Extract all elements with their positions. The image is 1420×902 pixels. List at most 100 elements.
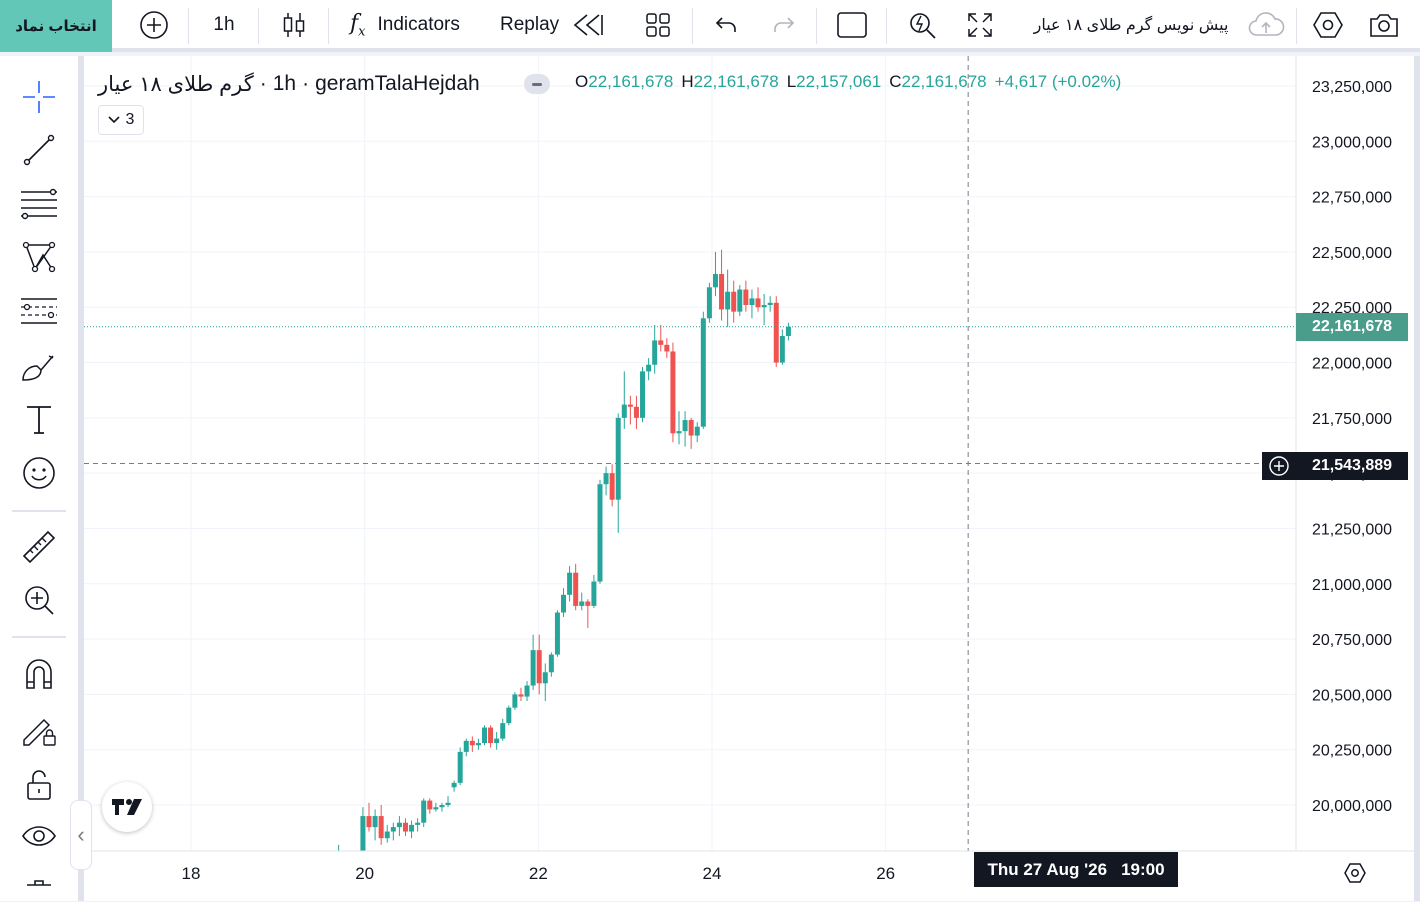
pattern-tool[interactable] xyxy=(16,234,62,280)
tradingview-logo[interactable] xyxy=(102,782,152,832)
interval-button[interactable]: 1h xyxy=(213,14,235,35)
brush-tool[interactable] xyxy=(16,343,62,389)
candle-body xyxy=(451,782,457,788)
candle-body xyxy=(561,594,567,613)
crosshair-time: 19:00 xyxy=(1121,859,1165,879)
candle-body xyxy=(366,816,372,828)
eye-icon xyxy=(22,826,56,846)
candle-body xyxy=(767,302,773,306)
symbol-search-button[interactable]: انتخاب نماد xyxy=(0,0,112,52)
legend-dot: · xyxy=(259,72,267,95)
candle-body xyxy=(700,318,706,427)
top-toolbar: انتخاب نماد 1h fx Indicators Replay پیش … xyxy=(0,0,1420,52)
measure-tool[interactable] xyxy=(16,524,62,570)
candle-body xyxy=(719,274,725,310)
candle-body xyxy=(384,831,390,839)
candle-body xyxy=(609,473,615,500)
toolbar-divider xyxy=(78,56,84,901)
crosshair-tool[interactable] xyxy=(16,74,62,120)
price-tick-label: 21,000,000 xyxy=(1312,577,1392,594)
candle-body xyxy=(694,426,700,436)
candle-body xyxy=(530,650,536,686)
trend-line-icon xyxy=(23,134,55,166)
minus-icon xyxy=(532,82,542,86)
collapse-toolbar-button[interactable]: ‹ xyxy=(70,800,92,870)
text-tool[interactable] xyxy=(16,396,62,442)
emoji-icon xyxy=(23,457,55,489)
candle-body xyxy=(488,727,494,744)
replay-button[interactable]: Replay xyxy=(500,0,618,50)
chart-layout-name[interactable]: پیش نویس گرم طلای ۱۸ عیار xyxy=(1033,17,1229,34)
time-axis xyxy=(84,851,1414,901)
remove-drawings-tool[interactable] xyxy=(16,880,62,902)
candle-body xyxy=(481,727,487,744)
legend-symbol-code: geramTalaHejdah xyxy=(315,72,480,95)
candle-body xyxy=(469,740,475,746)
price-tick-label: 20,250,000 xyxy=(1312,743,1392,760)
crosshair-price-label: 21,543,889 xyxy=(1296,452,1408,480)
price-chart[interactable]: 23,250,000 23,000,000 22,750,000 22,500,000… xyxy=(84,56,1414,901)
compare-symbol-button[interactable] xyxy=(134,0,174,50)
lock-drawing-icon xyxy=(23,718,56,746)
close-label: C xyxy=(889,72,902,91)
redo-icon xyxy=(774,17,795,32)
candle-body xyxy=(646,364,652,372)
trash-icon xyxy=(27,880,51,886)
fib-tool[interactable] xyxy=(16,181,62,227)
screenshot-button[interactable] xyxy=(1364,0,1404,50)
settings-button[interactable] xyxy=(1308,0,1348,50)
hide-drawings-tool[interactable] xyxy=(16,814,62,860)
candle-body xyxy=(761,305,767,308)
open-value: 22,161,678 xyxy=(588,72,674,91)
save-cloud-button[interactable] xyxy=(1244,0,1288,50)
layout-button[interactable] xyxy=(638,0,678,50)
magnet-icon xyxy=(26,659,52,689)
fullscreen-button[interactable] xyxy=(960,0,1000,50)
candle-body xyxy=(518,694,524,697)
price-tick-label: 23,250,000 xyxy=(1312,79,1392,96)
redo-button[interactable] xyxy=(766,0,802,50)
indicators-button[interactable]: fx Indicators xyxy=(350,0,486,50)
cloud-upload-icon xyxy=(1248,12,1285,36)
magnet-tool[interactable] xyxy=(16,651,62,697)
quick-search-button[interactable] xyxy=(902,0,942,50)
time-tick-label: 26 xyxy=(876,864,895,883)
candle-body xyxy=(640,371,646,418)
trend-line-tool[interactable] xyxy=(16,127,62,173)
symbol-legend[interactable]: گرم طلای ۱۸ عیار · 1h · geramTalaHejdah xyxy=(98,70,480,98)
chart-pane[interactable]: 23,250,000 23,000,000 22,750,000 22,500,000… xyxy=(84,56,1414,901)
candle-body xyxy=(737,289,743,312)
zoom-in-tool[interactable] xyxy=(16,577,62,623)
legend-collapse-toggle[interactable] xyxy=(524,74,550,94)
candle-body xyxy=(567,572,573,595)
drawing-toolbar xyxy=(0,56,78,901)
legend-dot: · xyxy=(302,72,310,95)
candle-body xyxy=(390,827,396,832)
stay-in-drawing-mode-tool[interactable] xyxy=(16,706,62,752)
candle-body xyxy=(785,326,791,336)
fullscreen-icon xyxy=(968,13,992,37)
fullscreen-box-button[interactable] xyxy=(832,0,872,50)
price-tick-label: 22,000,000 xyxy=(1312,356,1392,373)
prediction-icon xyxy=(21,298,57,324)
lock-all-drawings-tool[interactable] xyxy=(16,762,62,808)
price-tick-label: 22,750,000 xyxy=(1312,190,1392,207)
indicators-toggle[interactable]: 3 xyxy=(98,105,144,135)
axis-settings-button[interactable] xyxy=(1340,858,1370,888)
price-tick-label: 20,750,000 xyxy=(1312,632,1392,649)
function-icon: fx xyxy=(350,10,366,40)
prediction-tool[interactable] xyxy=(16,288,62,334)
undo-button[interactable] xyxy=(708,0,744,50)
crosshair-add-button[interactable] xyxy=(1262,452,1296,480)
chart-type-button[interactable] xyxy=(272,0,316,50)
emoji-tool[interactable] xyxy=(16,450,62,496)
candle-body xyxy=(664,344,670,352)
time-tick-label: 24 xyxy=(703,864,722,883)
replay-label: Replay xyxy=(500,14,560,35)
candle-body xyxy=(415,822,421,825)
crosshair-date: Thu 27 Aug '26 xyxy=(987,859,1108,879)
lock-icon xyxy=(27,770,51,800)
candle-body xyxy=(682,420,688,432)
candle-body xyxy=(409,824,415,832)
candle-body xyxy=(500,723,506,739)
